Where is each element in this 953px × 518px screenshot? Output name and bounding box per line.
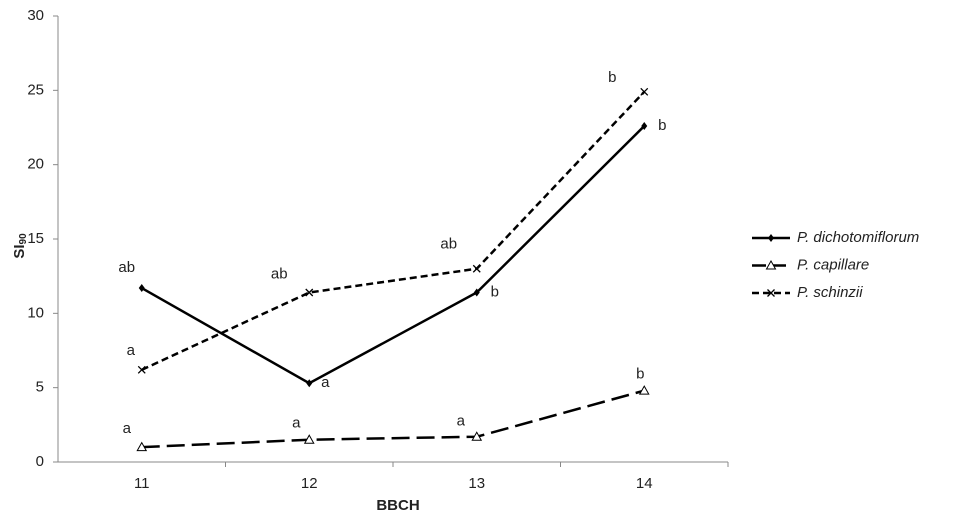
point-marker <box>303 434 315 444</box>
point-marker <box>306 379 313 388</box>
point-marker <box>137 365 146 374</box>
legend-marker <box>768 234 774 242</box>
legend-item: P. capillare <box>752 256 869 273</box>
y-tick-label: 5 <box>36 379 44 396</box>
point-annotation: a <box>123 420 132 437</box>
y-tick-label: 10 <box>27 304 44 321</box>
point-marker <box>138 284 145 293</box>
point-annotation: b <box>491 283 499 300</box>
x-tick-label: 14 <box>636 475 653 492</box>
point-annotation: a <box>321 374 330 391</box>
point-marker <box>638 385 650 395</box>
point-annotation: a <box>292 415 301 432</box>
x-tick-label: 11 <box>134 475 150 492</box>
legend-marker <box>765 259 777 270</box>
point-annotation: a <box>127 342 136 359</box>
point-annotation: ab <box>118 259 135 276</box>
point-annotation: b <box>658 117 666 134</box>
point-annotation: b <box>636 366 644 383</box>
legend-item: P. schinzii <box>752 284 863 301</box>
series-line <box>141 90 646 371</box>
x-tick-label: 12 <box>301 475 318 492</box>
point-marker <box>305 288 314 297</box>
series-line <box>141 389 645 449</box>
y-tick-label: 20 <box>27 156 44 173</box>
point-marker <box>473 288 480 297</box>
x-axis-label: BBCH <box>376 497 419 514</box>
legend-label: P. schinzii <box>797 284 863 301</box>
point-marker <box>640 87 649 96</box>
y-axis-label: SI90 <box>11 233 29 259</box>
x-tick-label: 13 <box>468 475 485 492</box>
y-tick-label: 0 <box>36 453 44 470</box>
point-annotation: a <box>457 413 466 430</box>
point-marker <box>641 122 648 131</box>
legend-item: P. dichotomiflorum <box>752 229 919 246</box>
point-annotation: ab <box>440 236 457 253</box>
y-tick-label: 30 <box>27 7 44 24</box>
y-tick-label: 15 <box>27 230 44 247</box>
point-marker <box>136 441 148 452</box>
point-marker <box>472 264 481 273</box>
legend-label: P. dichotomiflorum <box>797 229 919 246</box>
y-tick-label: 25 <box>27 81 44 98</box>
y-axis-label-sub: 90 <box>18 233 29 245</box>
point-annotation: b <box>608 69 616 86</box>
legend-label: P. capillare <box>797 256 869 273</box>
y-axis-label-main: SI <box>11 244 28 258</box>
point-annotation: ab <box>271 265 288 282</box>
point-marker <box>471 431 483 441</box>
legend-marker <box>767 289 775 297</box>
series-line <box>141 125 646 385</box>
